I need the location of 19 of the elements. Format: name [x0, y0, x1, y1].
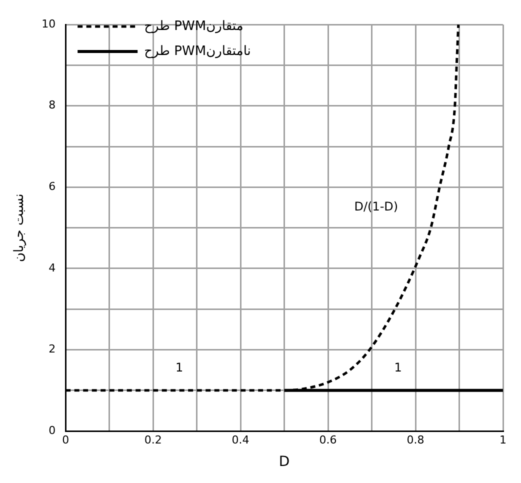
x-tick-label: 0.8 — [406, 433, 424, 446]
x-tick-label: 0.4 — [232, 433, 250, 446]
y-tick-label: 0 — [48, 424, 56, 437]
y-tick-label: 2 — [48, 342, 56, 356]
annotation: D/(1-D) — [354, 200, 398, 214]
y-axis-title: نسبت جریان — [12, 194, 28, 262]
y-tick-label: 6 — [48, 180, 56, 194]
y-tick-label: 8 — [48, 98, 56, 112]
x-axis-title: D — [278, 454, 290, 470]
x-tick-label: 0.2 — [144, 433, 162, 446]
x-tick-label: 0 — [62, 433, 70, 446]
y-tick-label: 4 — [48, 261, 56, 274]
legend-label: طرح PWMنامتقارن — [144, 44, 251, 59]
x-tick-label: 0.6 — [319, 433, 337, 446]
annotation: 1 — [176, 360, 184, 374]
x-tick-label: 1 — [500, 433, 506, 446]
annotation: 1 — [394, 360, 402, 374]
y-tick-label: 10 — [42, 17, 56, 30]
legend-label: طرح PWMمتقارن — [144, 18, 244, 34]
